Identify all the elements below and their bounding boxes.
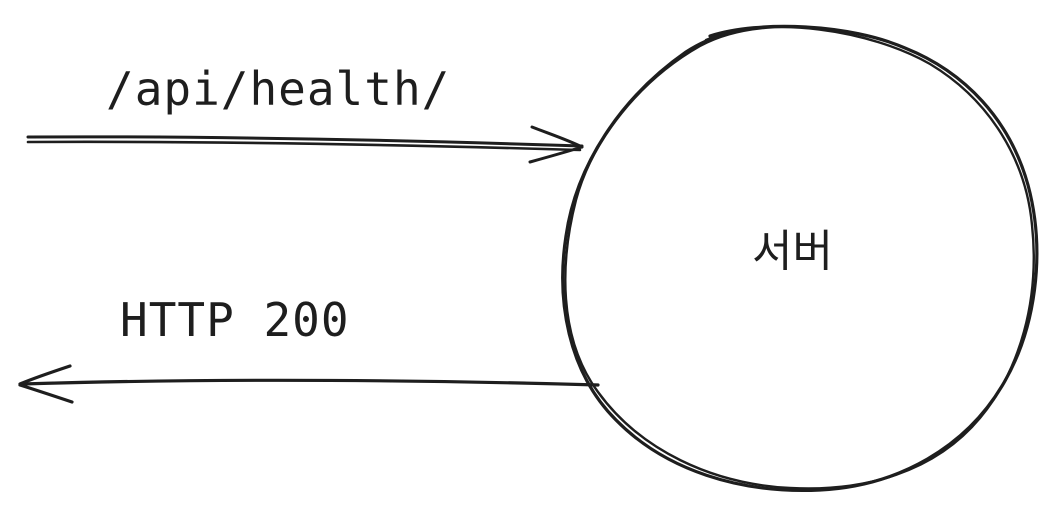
response-label: HTTP 200 — [120, 293, 350, 347]
server-node-circle — [561, 24, 1039, 493]
response-arrow — [18, 364, 600, 404]
server-label: 서버 — [752, 226, 833, 277]
request-arrow — [26, 125, 584, 164]
request-label: /api/health/ — [106, 62, 451, 116]
